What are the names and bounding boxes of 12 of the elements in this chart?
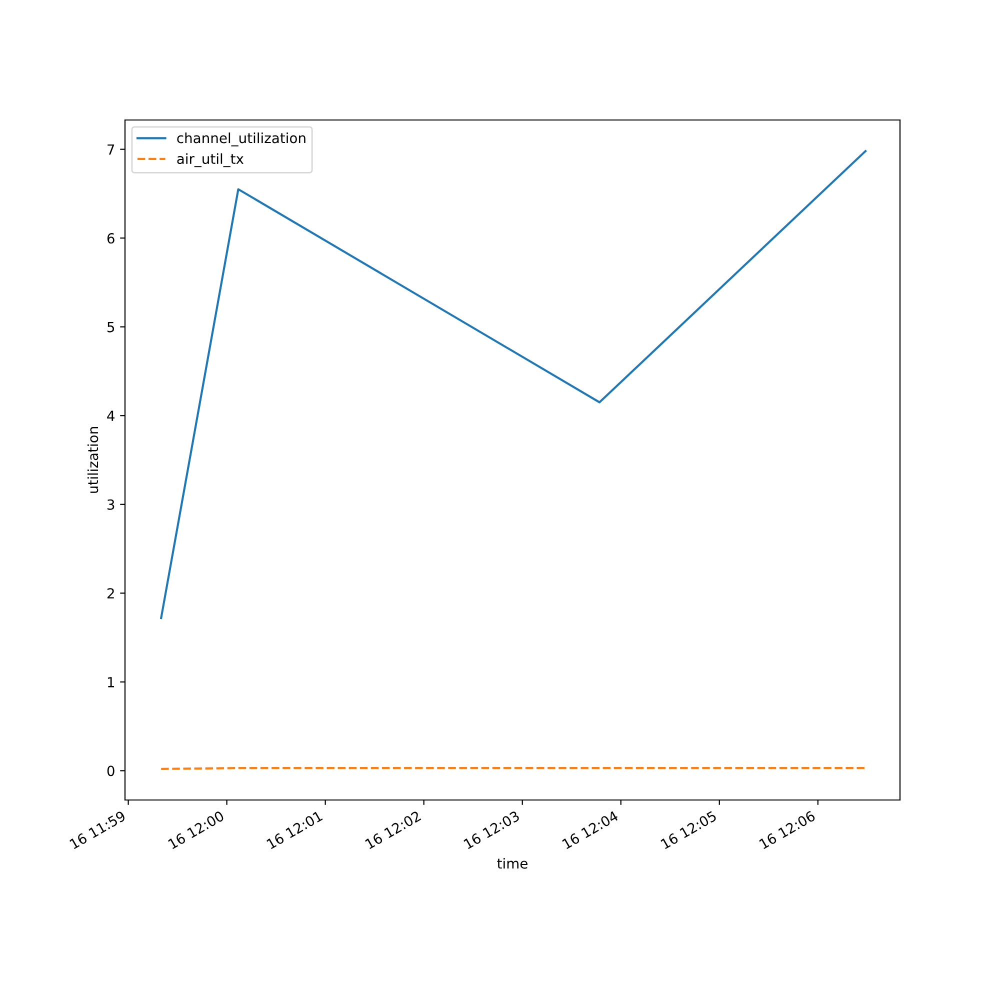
x-axis-title: time	[497, 858, 528, 869]
y-tick-label: 3	[108, 499, 114, 510]
y-tick-label: 5	[108, 322, 114, 332]
legend-label: channel_utilization	[177, 132, 306, 146]
y-tick-label: 6	[107, 233, 114, 244]
y-tick-label: 0	[107, 766, 114, 776]
y-tick-label: 7	[108, 144, 114, 155]
y-tick-label: 2	[107, 588, 114, 598]
y-tick-label: 1	[108, 677, 114, 688]
legend-label: air_util_tx	[177, 153, 244, 168]
y-axis-title: utilization	[87, 427, 98, 493]
y-tick-label: 4	[107, 410, 114, 421]
